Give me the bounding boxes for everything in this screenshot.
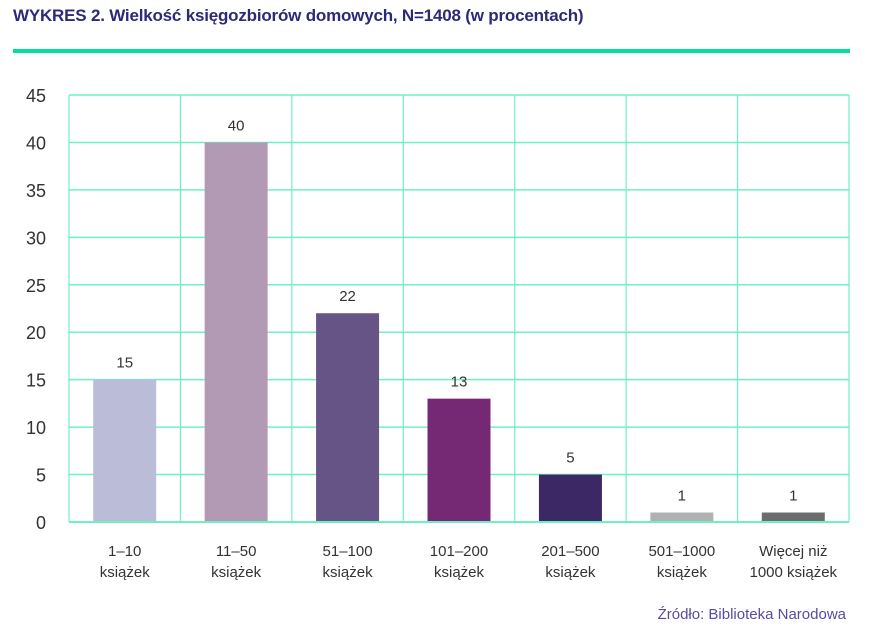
source-note: Źródło: Biblioteka Narodowa bbox=[657, 606, 846, 623]
x-tick-label: 1000 książek bbox=[750, 564, 838, 581]
bar bbox=[93, 379, 157, 522]
data-label: 22 bbox=[339, 288, 356, 305]
x-tick-label: książek bbox=[211, 564, 262, 581]
y-tick-label: 40 bbox=[26, 133, 46, 153]
bar bbox=[316, 313, 380, 522]
x-tick-label: 201–500 bbox=[541, 543, 599, 560]
y-tick-label: 30 bbox=[26, 228, 46, 248]
data-label: 5 bbox=[566, 450, 574, 467]
y-tick-label: 10 bbox=[26, 418, 46, 438]
x-tick-label: książek bbox=[434, 564, 485, 581]
x-tick-label: 501–1000 bbox=[648, 543, 715, 560]
x-tick-label: 11–50 bbox=[216, 543, 257, 560]
data-label: 13 bbox=[451, 374, 468, 391]
bar bbox=[427, 398, 491, 522]
bar bbox=[761, 512, 825, 522]
x-tick-label: 101–200 bbox=[430, 543, 488, 560]
data-label: 15 bbox=[116, 355, 133, 372]
y-tick-label: 35 bbox=[26, 181, 46, 201]
chart-title: WYKRES 2. Wielkość księgozbiorów domowyc… bbox=[13, 6, 584, 25]
y-tick-label: 5 bbox=[36, 466, 46, 486]
y-tick-label: 0 bbox=[36, 513, 46, 533]
y-tick-label: 20 bbox=[26, 323, 46, 343]
y-tick-label: 45 bbox=[26, 86, 46, 106]
x-tick-label: Więcej niż bbox=[759, 543, 827, 560]
data-label: 1 bbox=[789, 488, 797, 505]
x-tick-label: 51–100 bbox=[323, 543, 373, 560]
x-tick-label: książek bbox=[545, 564, 596, 581]
x-tick-label: 1–10 bbox=[108, 543, 141, 560]
bar bbox=[204, 142, 268, 522]
x-tick-label: książek bbox=[657, 564, 708, 581]
bar bbox=[538, 474, 602, 522]
y-tick-label: 25 bbox=[26, 276, 46, 296]
y-tick-label: 15 bbox=[26, 371, 46, 391]
data-label: 1 bbox=[678, 488, 686, 505]
title-rule bbox=[13, 49, 850, 53]
data-label: 40 bbox=[228, 117, 245, 134]
x-tick-label: książek bbox=[100, 564, 151, 581]
x-tick-label: książek bbox=[323, 564, 374, 581]
bar bbox=[650, 512, 714, 522]
